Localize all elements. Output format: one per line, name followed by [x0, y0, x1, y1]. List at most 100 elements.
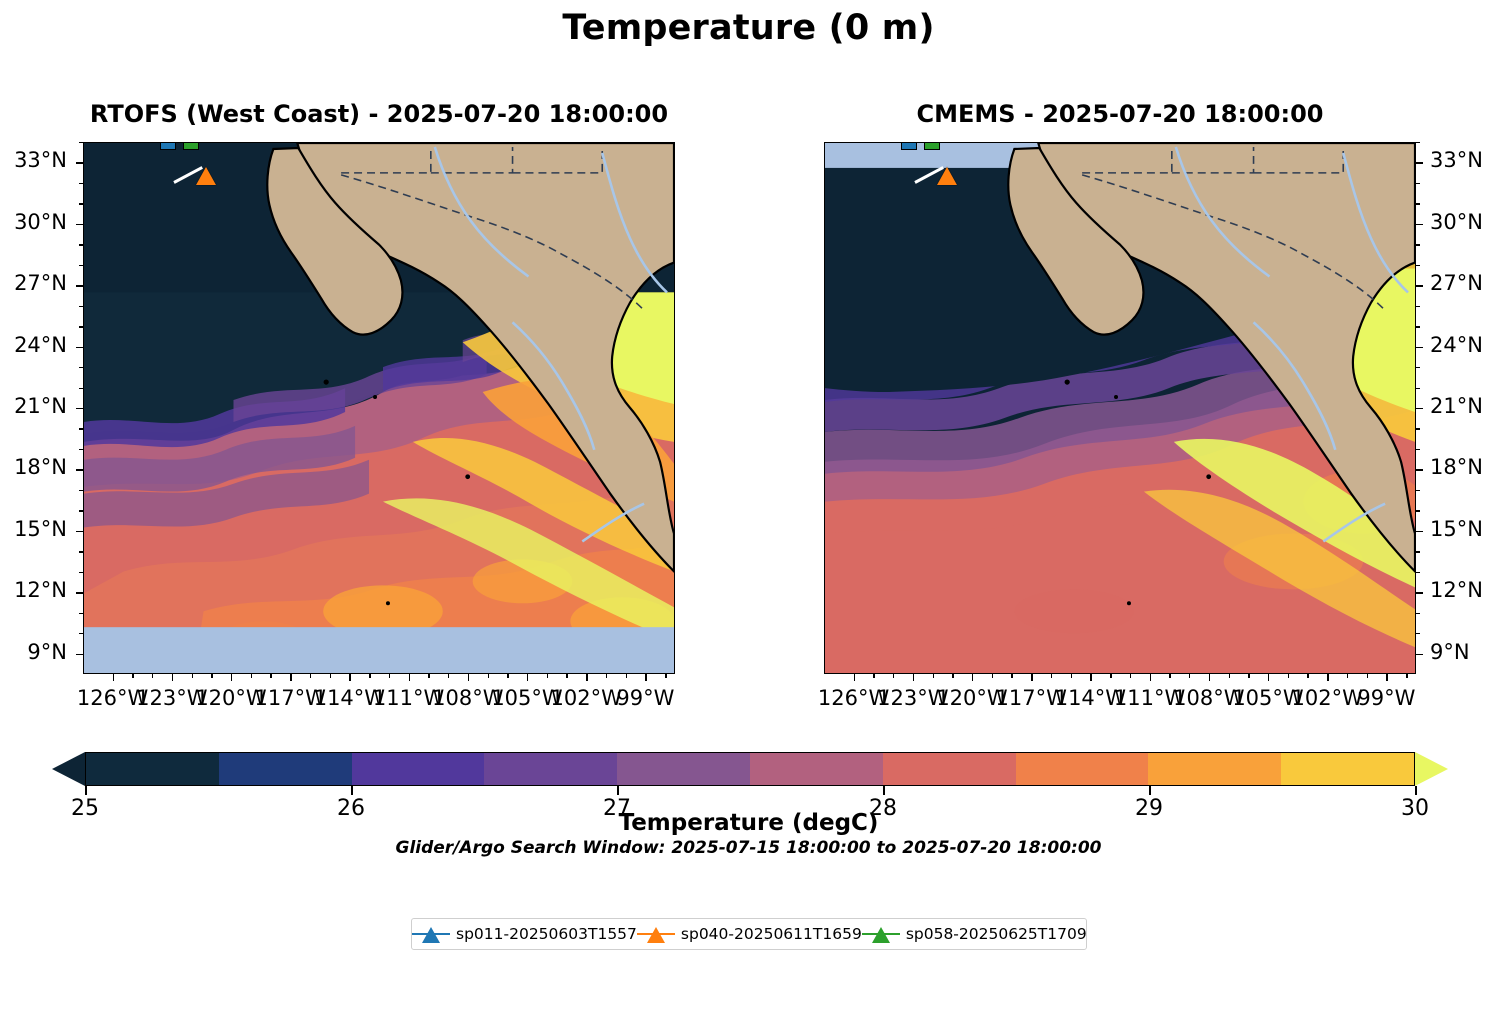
ytick-minor [79, 510, 83, 512]
xtick-minor [625, 674, 628, 678]
ytick-minor [79, 326, 83, 328]
ytick-minor [1416, 326, 1420, 328]
legend-label: sp011-20250603T1557 [456, 925, 637, 943]
ytick-label: 27°N [14, 271, 67, 296]
map-panel-rtofs[interactable] [83, 142, 675, 674]
ytick-major [76, 285, 83, 287]
xtick-minor [1248, 674, 1250, 678]
xtick-label: 114°W [1054, 686, 1127, 710]
xtick-minor [1129, 674, 1132, 678]
xtick-minor [1228, 674, 1230, 678]
xtick-minor [448, 674, 450, 678]
xtick-label: 111°W [1113, 686, 1186, 710]
legend-item[interactable]: sp040-20250611T1659 [636, 925, 862, 943]
ytick-major [1416, 469, 1423, 471]
xtick-minor [191, 674, 193, 678]
ytick-minor [79, 633, 83, 635]
colorbar-tick-label: 25 [71, 796, 99, 821]
colorbar-tick [1415, 786, 1417, 795]
xtick-minor [605, 674, 608, 678]
xtick-label: 111°W [372, 686, 445, 710]
xtick-minor [152, 674, 154, 678]
xtick-label: 105°W [1232, 686, 1304, 710]
xtick-major [527, 674, 529, 681]
xtick-minor [1287, 674, 1290, 678]
xtick-minor [388, 674, 391, 678]
xtick-minor [329, 674, 332, 678]
ytick-minor [79, 367, 83, 369]
triangle-up-icon [422, 927, 440, 943]
ytick-minor [1416, 305, 1420, 308]
panel-title-rtofs: RTOFS (West Coast) - 2025-07-20 18:00:00 [89, 100, 669, 128]
map-panel-cmems[interactable] [824, 142, 1416, 674]
ytick-label: 15°N [14, 516, 67, 541]
ytick-minor [1416, 387, 1420, 389]
land-coastline-rtofs [266, 143, 674, 606]
colorbar-tick [85, 786, 87, 795]
ytick-minor [1416, 203, 1420, 205]
glider-marker-sp011-cmems[interactable] [901, 143, 917, 150]
ytick-major [76, 592, 83, 594]
xtick-major [645, 674, 647, 681]
glider-marker-sp058-rtofs[interactable] [183, 143, 199, 150]
xtick-major [1090, 674, 1092, 681]
xtick-minor [566, 674, 568, 678]
ytick-label: 33°N [1430, 148, 1483, 173]
ytick-major [76, 530, 83, 533]
xtick-minor [893, 674, 895, 678]
colorbar-body[interactable] [85, 752, 1415, 786]
ytick-major [76, 162, 83, 164]
legend-label: sp040-20250611T1659 [680, 925, 862, 943]
ytick-minor [1416, 142, 1420, 144]
colorbar-segment-0 [86, 753, 219, 785]
xtick-minor [1110, 674, 1112, 678]
ytick-label: 24°N [14, 332, 67, 357]
legend-label: sp058-20250625T1709 [905, 925, 1087, 943]
legend-item[interactable]: sp011-20250603T1557 [412, 925, 637, 943]
xtick-minor [1189, 674, 1191, 678]
xtick-major [1386, 674, 1388, 681]
xtick-label: 99°W [616, 686, 675, 710]
glider-marker-sp040-rtofs[interactable] [196, 167, 216, 185]
ytick-label: 12°N [14, 578, 67, 603]
xtick-label: 117°W [995, 686, 1067, 710]
xtick-major [231, 674, 233, 681]
xtick-minor [487, 674, 489, 678]
ytick-label: 30°N [1430, 209, 1483, 234]
ytick-label: 21°N [14, 394, 67, 418]
glider-legend[interactable]: sp011-20250603T1557 sp040-20250611T1659 sp… [411, 918, 1087, 950]
colorbar-tick-label: 27 [603, 796, 631, 821]
colorbar-tick [617, 786, 619, 795]
legend-line [412, 927, 450, 943]
legend-item[interactable]: sp058-20250625T1709 [861, 925, 1087, 943]
figure-title: Temperature (0 m) [562, 8, 935, 48]
triangle-up-icon [871, 927, 890, 943]
ytick-label: 18°N [1430, 455, 1483, 480]
xtick-major [171, 674, 174, 681]
ytick-major [76, 408, 83, 410]
colorbar-label: Temperature (degC) [618, 810, 879, 836]
ytick-minor [79, 448, 83, 451]
xtick-major [290, 674, 292, 681]
xtick-label: 102°W [550, 686, 622, 710]
xtick-major [1208, 674, 1211, 681]
xtick-minor [270, 674, 272, 678]
ytick-major [1416, 592, 1423, 594]
glider-marker-sp058-cmems[interactable] [924, 143, 940, 150]
colorbar-segment-4 [617, 753, 750, 785]
xtick-minor [873, 674, 875, 678]
colorbar[interactable] [52, 752, 1448, 786]
xtick-minor [369, 674, 371, 678]
ytick-label: 18°N [14, 455, 67, 480]
colorbar-tick [883, 786, 885, 795]
glider-marker-sp040-cmems[interactable] [937, 167, 957, 185]
xtick-major [1327, 674, 1329, 681]
glider-marker-sp011-rtofs[interactable] [160, 143, 176, 150]
colorbar-segment-8 [1148, 753, 1282, 785]
ytick-major [76, 653, 83, 655]
ytick-minor [79, 428, 83, 430]
colorbar-segment-3 [484, 753, 618, 785]
triangle-up-icon [646, 927, 665, 943]
ytick-minor [79, 612, 83, 614]
